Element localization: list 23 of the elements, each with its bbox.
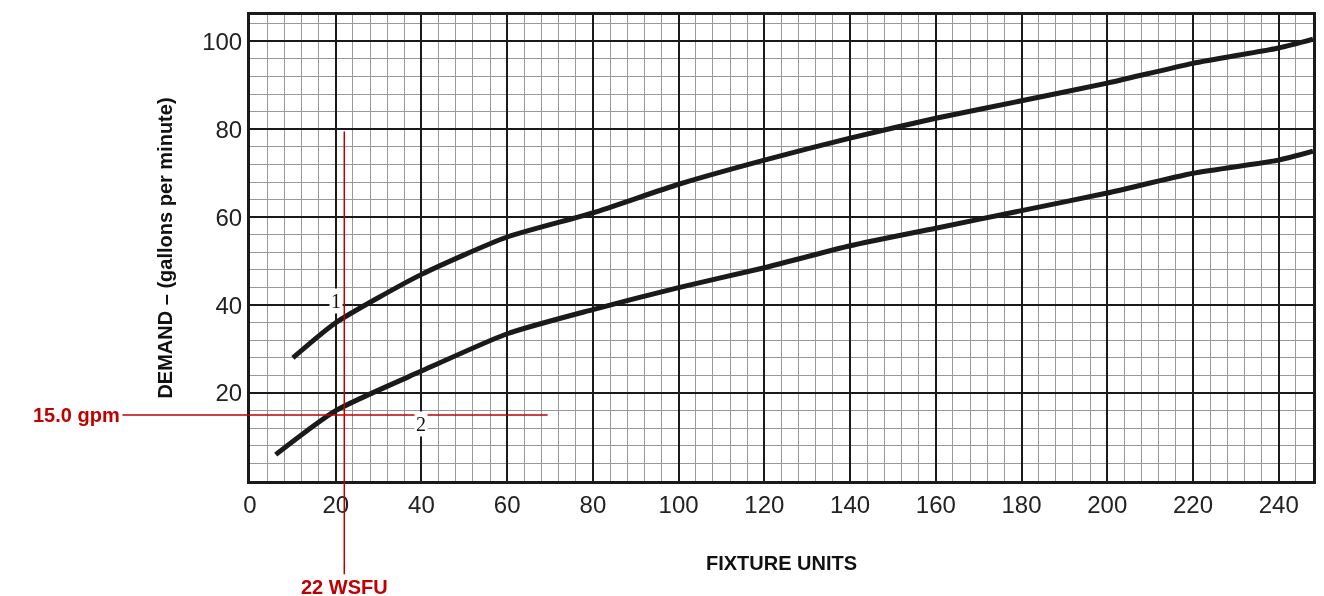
ref-line-label: 22 WSFU (301, 576, 388, 596)
y-tick-label: 40 (215, 291, 243, 319)
annotation: 2 (416, 413, 426, 435)
y-tick-label: 80 (215, 115, 243, 143)
x-tick-label: 60 (493, 490, 521, 518)
y-tick-label: 60 (215, 203, 243, 231)
x-tick-label: 220 (1172, 490, 1213, 518)
x-tick-label: 0 (243, 490, 257, 518)
x-tick-label: 140 (830, 490, 871, 518)
ref-line-label: 15.0 gpm (33, 404, 120, 426)
x-tick-label: 160 (915, 490, 956, 518)
x-tick-label: 200 (1087, 490, 1128, 518)
x-tick-label: 40 (408, 490, 435, 518)
x-tick-label: 100 (658, 490, 699, 518)
y-tick-label: 100 (202, 27, 243, 55)
x-tick-label: 240 (1258, 490, 1299, 518)
x-tick-label: 80 (579, 490, 607, 518)
annotation: 1 (331, 290, 341, 312)
x-axis-title: FIXTURE UNITS (705, 552, 858, 575)
y-tick-label: 20 (215, 379, 243, 407)
x-tick-label: 120 (744, 490, 785, 518)
y-axis-title: DEMAND – (gallons per minute) (153, 97, 176, 399)
x-tick-label: 180 (1001, 490, 1042, 518)
